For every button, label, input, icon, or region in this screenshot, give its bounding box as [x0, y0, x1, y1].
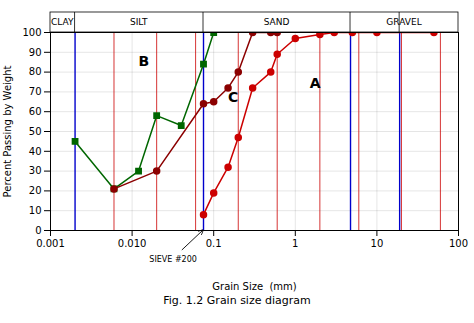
svg-text:80: 80 — [29, 66, 42, 77]
svg-text:SILT: SILT — [130, 17, 148, 27]
svg-text:0.1: 0.1 — [206, 238, 222, 249]
svg-text:0.001: 0.001 — [36, 238, 65, 249]
svg-text:100: 100 — [22, 27, 41, 38]
svg-text:40: 40 — [29, 146, 42, 157]
svg-text:20: 20 — [29, 185, 42, 196]
svg-text:0: 0 — [35, 225, 41, 236]
svg-text:GRAVEL: GRAVEL — [386, 17, 421, 27]
svg-text:90: 90 — [29, 47, 42, 58]
svg-text:1: 1 — [292, 238, 298, 249]
svg-text:A: A — [310, 75, 321, 91]
svg-text:10: 10 — [29, 205, 42, 216]
svg-text:B: B — [139, 53, 150, 69]
svg-text:0.010: 0.010 — [118, 238, 147, 249]
svg-text:70: 70 — [29, 86, 42, 97]
svg-text:100: 100 — [449, 238, 468, 249]
svg-text:Percent Passing by Weight: Percent Passing by Weight — [2, 65, 13, 197]
svg-text:SIEVE #200: SIEVE #200 — [149, 255, 197, 264]
svg-text:30: 30 — [29, 165, 42, 176]
svg-text:SAND: SAND — [264, 17, 290, 27]
svg-text:CLAY: CLAY — [51, 17, 74, 27]
svg-text:50: 50 — [29, 126, 42, 137]
svg-text:60: 60 — [29, 106, 42, 117]
svg-text:C: C — [228, 89, 238, 105]
html-text:Fig. 1.2 Grain size diagram: Fig. 1.2 Grain size diagram — [163, 294, 311, 307]
svg-text:Grain Size (mm): Grain Size (mm) — [212, 281, 297, 292]
svg-text:10: 10 — [371, 238, 384, 249]
